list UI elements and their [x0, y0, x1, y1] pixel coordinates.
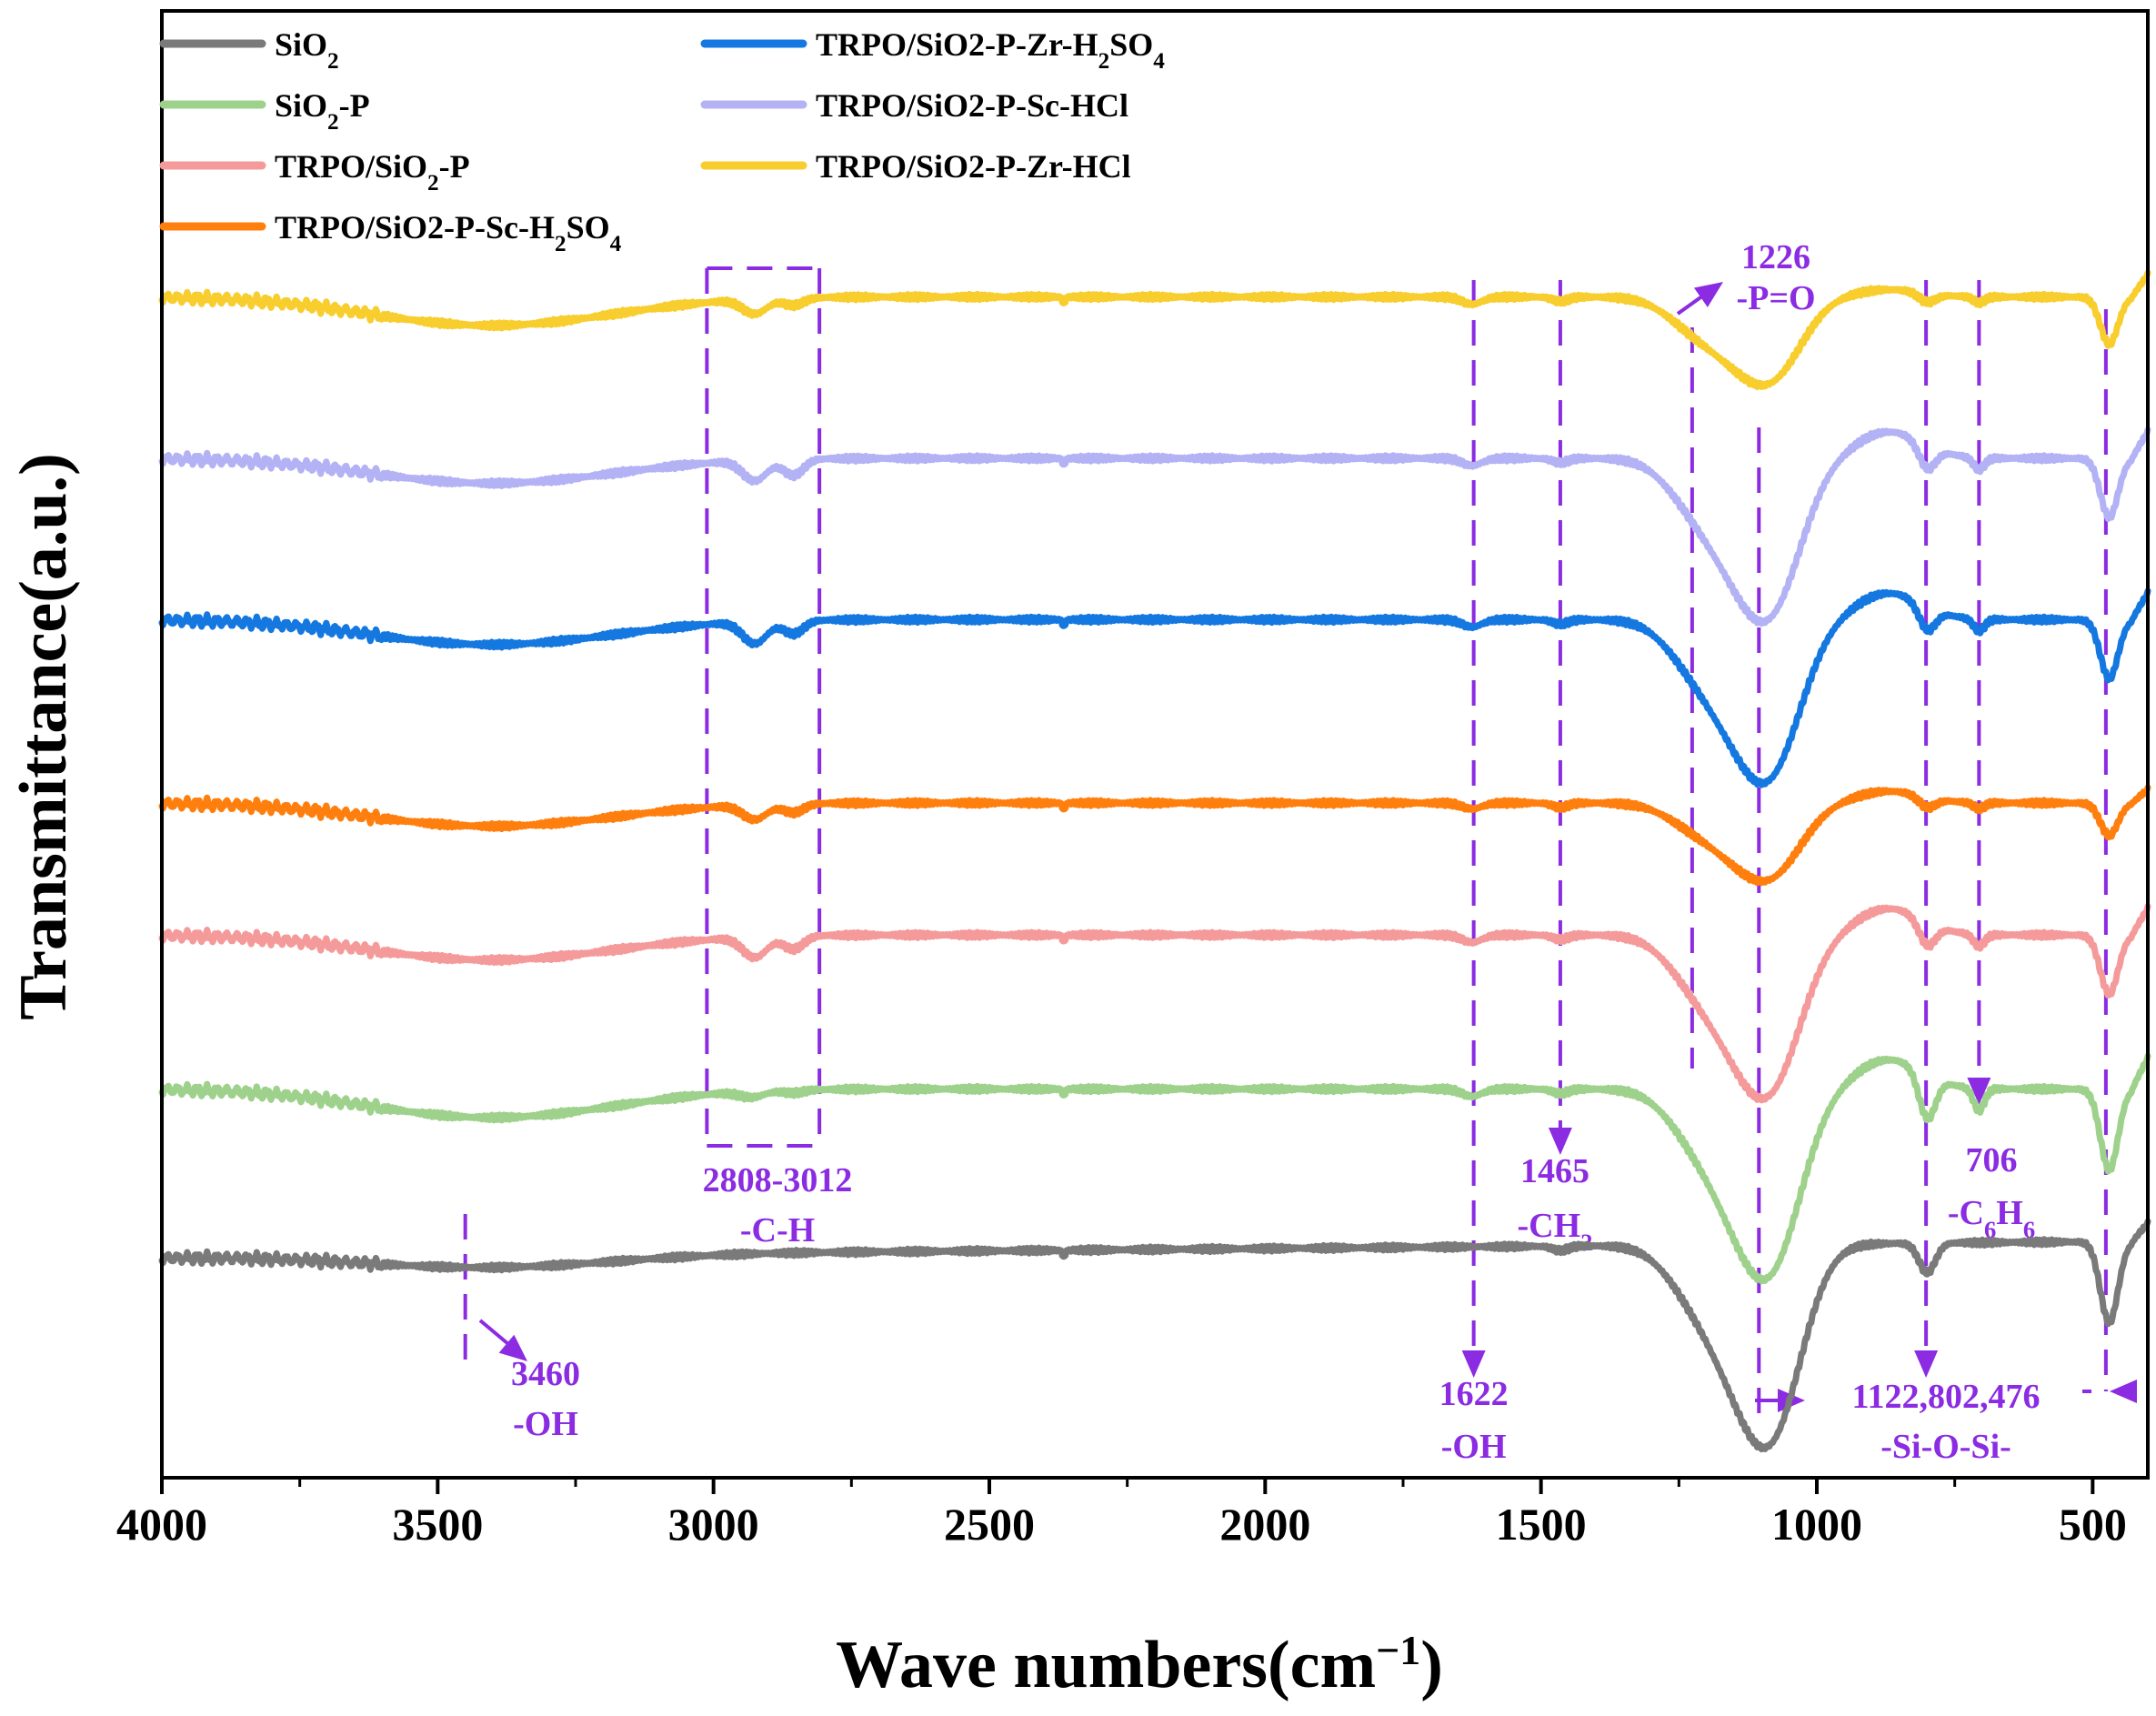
legend-label-s2-part: -P: [339, 87, 370, 124]
x-tick-label-3500: 3500: [392, 1499, 483, 1550]
x-axis-title: Wave numbers(cm−1): [836, 1627, 1443, 1703]
annotation-1-line-1: -C-H: [740, 1211, 815, 1249]
legend-label-s4: TRPO/SiO2-P-Sc-H2SO4: [275, 209, 622, 256]
annotation-2-line-1: -OH: [1441, 1428, 1507, 1466]
series-line-s5: [158, 587, 2151, 788]
legend-label-s4-part: 4: [610, 232, 622, 256]
series-layer: [158, 269, 2151, 1453]
series-line-s1: [158, 1218, 2151, 1453]
x-tick-label-4000: 4000: [116, 1499, 207, 1550]
annotation-1-line-0: 2808-3012: [703, 1161, 853, 1199]
legend-label-s7-part: TRPO/SiO2-P-Zr-HCl: [816, 148, 1131, 185]
x-tick-label-1000: 1000: [1771, 1499, 1862, 1550]
legend-label-s3: TRPO/SiO2-P: [275, 148, 470, 196]
x-tick-label-500: 500: [2059, 1499, 2127, 1550]
legend-label-s4-part: SO: [567, 209, 610, 246]
legend-label-s1: SiO2: [275, 26, 339, 74]
annotation-5-subline-part: 6: [2023, 1216, 2035, 1243]
annotation-4-line-0: 1226: [1741, 238, 1810, 276]
legend-label-s3-part: TRPO/SiO: [275, 148, 427, 185]
annotation-5-subline: -C6H6: [1948, 1194, 2035, 1243]
x-axis-title-main: Wave numbers(cm: [836, 1628, 1376, 1702]
annotation-3-line-0: 1465: [1520, 1152, 1589, 1190]
legend-label-s2: SiO2-P: [275, 87, 370, 135]
x-axis-title-close: ): [1420, 1628, 1443, 1702]
arrow-802-head: [1914, 1350, 1939, 1378]
legend-label-s4-part: 2: [555, 232, 567, 256]
legend-label-s6-part: TRPO/SiO2-P-Sc-HCl: [816, 87, 1128, 124]
legend-label-s2-part: 2: [327, 110, 339, 135]
series-line-s6: [158, 426, 2151, 627]
annotation-0-line-1: -OH: [513, 1405, 578, 1443]
legend-label-s2-part: SiO: [275, 87, 327, 124]
arrow-1465-head: [1548, 1128, 1572, 1155]
legend-label-s1-part: 2: [327, 49, 339, 74]
arrow-3460-head: [498, 1334, 527, 1361]
series-line-s4: [158, 784, 2151, 887]
legend-label-s5-part: 4: [1153, 49, 1165, 74]
annotation-6-line-1: -Si-O-Si-: [1880, 1428, 2011, 1466]
annotation-4-line-1: -P=O: [1736, 279, 1815, 317]
y-axis-title: Transmittance(a.u.): [6, 453, 81, 1019]
x-axis-title-sup: −1: [1376, 1627, 1420, 1673]
series-line-s2: [158, 1052, 2151, 1285]
legend-label-s1-part: SiO: [275, 26, 327, 63]
arrow-1622-head: [1461, 1350, 1486, 1378]
legend-label-s4-part: TRPO/SiO2-P-Sc-H: [275, 209, 555, 246]
x-tick-label-1500: 1500: [1496, 1499, 1587, 1550]
legend-label-s7: TRPO/SiO2-P-Zr-HCl: [816, 148, 1131, 185]
annotation-5-subline-part: H: [1996, 1194, 2023, 1232]
annotation-0-line-0: 3460: [511, 1355, 580, 1393]
x-tick-label-2000: 2000: [1219, 1499, 1310, 1550]
axes-layer: 4000 3500 3000 2500 2000 1500 1000 500 Wave numb…: [6, 9, 2150, 1703]
arrow-1226-head: [1693, 282, 1723, 307]
legend-label-s5-part: SO: [1109, 26, 1153, 63]
legend-label-s5: TRPO/SiO2-P-Zr-H2SO4: [816, 26, 1165, 74]
annotation-5-subline-part: 6: [1984, 1216, 1996, 1243]
x-tick-label-2500: 2500: [944, 1499, 1035, 1550]
x-tick-label-3000: 3000: [668, 1499, 759, 1550]
legend-label-s5-part: 2: [1098, 49, 1110, 74]
arrow-706-head: [1967, 1078, 1991, 1105]
legend-label-s3-part: 2: [427, 171, 439, 196]
annotation-2-line-0: 1622: [1439, 1375, 1509, 1413]
series-line-s3: [158, 903, 2151, 1104]
legend-label-s5-part: TRPO/SiO2-P-Zr-H: [816, 26, 1098, 63]
series-line-s7: [158, 269, 2151, 390]
annotation-3-subline-part: -CH: [1518, 1207, 1581, 1245]
legend-label-s6: TRPO/SiO2-P-Sc-HCl: [816, 87, 1128, 124]
annotation-5-subline-part: -C: [1948, 1194, 1984, 1232]
arrow-476-head: [2110, 1380, 2137, 1403]
legend-label-s3-part: -P: [439, 148, 470, 185]
annotation-6-line-0: 1122,802,476: [1852, 1378, 2041, 1416]
annotation-layer: 3460-OH2808-3012-C-H1622-OH1465-CH21226-…: [463, 238, 2137, 1466]
annotation-5-line-0: 706: [1966, 1141, 2018, 1179]
plot-frame: [160, 9, 2150, 1480]
